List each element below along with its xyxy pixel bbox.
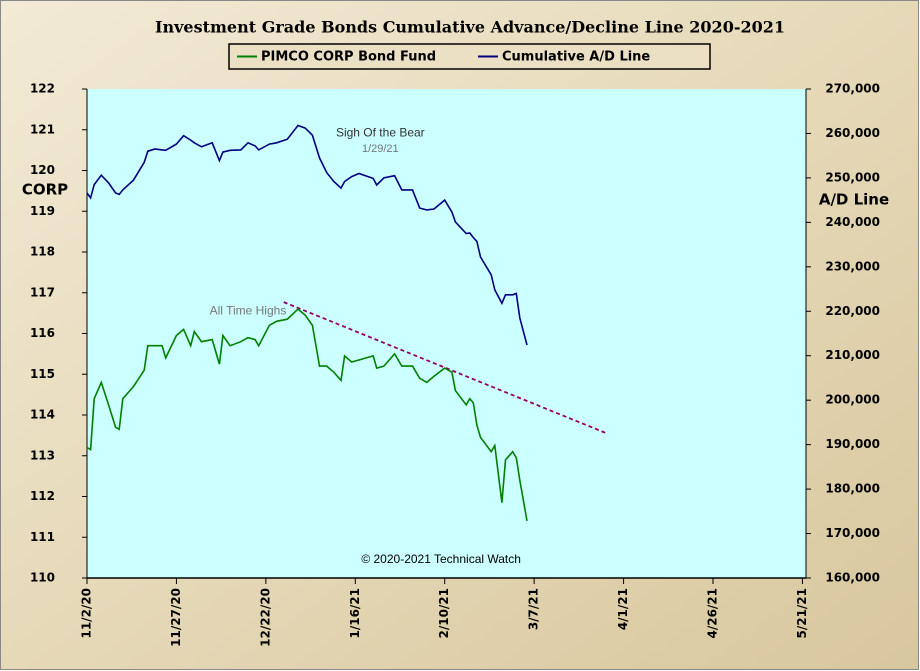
- y2-tick-label: 250,000: [825, 170, 880, 184]
- y-tick-label: 113: [30, 448, 55, 462]
- y2-tick-label: 160,000: [825, 571, 880, 585]
- y2-tick-label: 170,000: [825, 526, 880, 540]
- annotation: © 2020-2021 Technical Watch: [361, 552, 521, 566]
- y-tick-label: 112: [30, 489, 55, 503]
- plot-area: [87, 89, 806, 578]
- y2-tick-label: 190,000: [825, 437, 880, 451]
- x-tick-label: 3/7/21: [527, 588, 541, 630]
- chart-title: Investment Grade Bonds Cumulative Advanc…: [155, 18, 785, 37]
- y-tick-label: 116: [30, 326, 55, 340]
- annotation: 1/29/21: [362, 143, 399, 155]
- y2-tick-label: 270,000: [825, 82, 880, 96]
- y-tick-label: 120: [30, 163, 55, 177]
- y2-tick-label: 230,000: [825, 259, 880, 273]
- x-tick-label: 4/1/21: [616, 588, 630, 630]
- y2-axis-label: A/D Line: [819, 191, 889, 209]
- x-tick-label: 5/21/21: [795, 588, 809, 639]
- y-tick-label: 111: [30, 530, 55, 544]
- legend-label: PIMCO CORP Bond Fund: [261, 50, 436, 65]
- y-tick-label: 118: [30, 245, 55, 259]
- y-tick-label: 110: [30, 571, 55, 585]
- x-tick-label: 11/2/20: [80, 588, 94, 639]
- y2-tick-label: 210,000: [825, 348, 880, 362]
- y2-tick-label: 240,000: [825, 215, 880, 229]
- y-axis-label: CORP: [22, 181, 68, 199]
- y-tick-label: 121: [30, 122, 55, 136]
- x-tick-label: 2/10/21: [437, 588, 451, 639]
- x-tick-label: 4/26/21: [705, 588, 719, 639]
- x-tick-label: 12/22/20: [258, 588, 272, 647]
- y-tick-label: 122: [30, 82, 55, 96]
- y2-tick-label: 260,000: [825, 126, 880, 140]
- y2-tick-label: 180,000: [825, 482, 880, 496]
- annotation: Sigh Of the Bear: [336, 126, 425, 140]
- x-tick-label: 1/16/21: [348, 588, 362, 639]
- series-line: [86, 124, 528, 346]
- y-tick-label: 117: [30, 285, 55, 299]
- annotation: All Time Highs: [210, 303, 287, 317]
- y-tick-label: 114: [30, 408, 55, 422]
- y2-tick-label: 220,000: [825, 304, 880, 318]
- y2-tick-label: 200,000: [825, 393, 880, 407]
- trendline: [283, 301, 607, 434]
- y-tick-label: 119: [30, 204, 55, 218]
- series-line: [86, 308, 528, 522]
- x-tick-label: 11/27/20: [169, 588, 183, 647]
- legend-label: Cumulative A/D Line: [502, 50, 650, 65]
- legend: [228, 43, 711, 70]
- y-tick-label: 115: [30, 367, 55, 381]
